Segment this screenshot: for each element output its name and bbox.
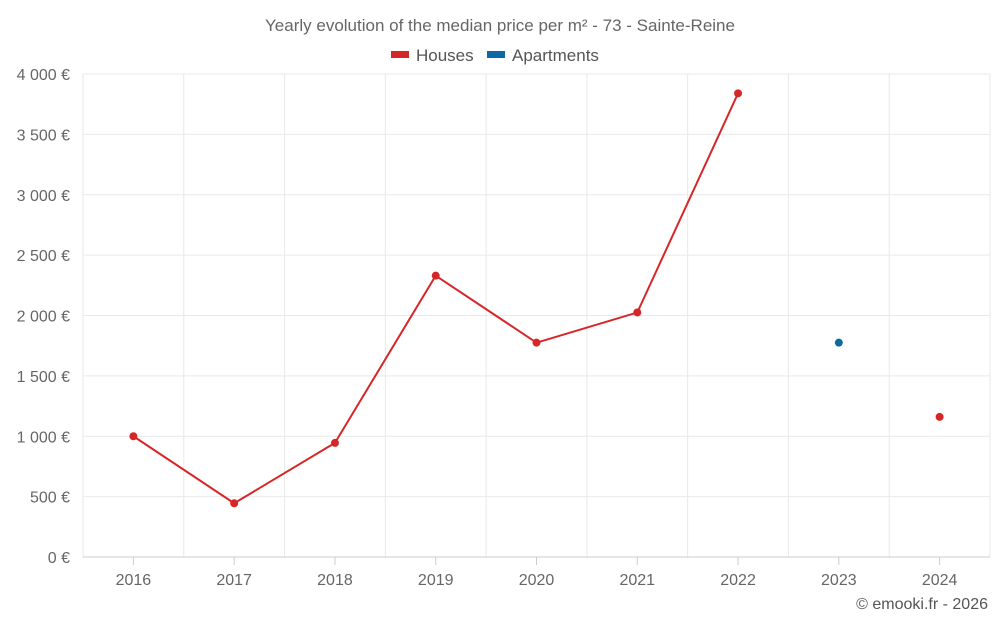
legend-swatch-houses (391, 51, 409, 58)
data-point-houses[interactable] (431, 271, 440, 280)
x-tick-label: 2023 (821, 572, 857, 589)
y-tick-label: 1 500 € (17, 369, 70, 386)
data-point-houses[interactable] (330, 438, 339, 447)
legend-swatch-apartments (487, 51, 505, 58)
y-tick-label: 2 500 € (17, 248, 70, 265)
legend-item-apartments[interactable]: Apartments (512, 46, 599, 65)
series-line-houses (132, 92, 739, 505)
y-tick-label: 4 000 € (17, 67, 70, 84)
x-tick-label: 2019 (418, 572, 454, 589)
y-tick-label: 1 000 € (17, 429, 70, 446)
y-tick-label: 2 000 € (17, 309, 70, 326)
data-point-houses[interactable] (633, 308, 642, 317)
data-point-houses[interactable] (935, 412, 944, 421)
x-tick-label: 2017 (216, 572, 252, 589)
x-tick-label: 2022 (720, 572, 756, 589)
x-axis: 2016 2017 2018 2019 2020 2021 2022 2023 2024 (83, 556, 990, 589)
chart-title: Yearly evolution of the median price per… (265, 16, 735, 35)
x-tick-label: 2020 (519, 572, 555, 589)
data-point-apartments[interactable] (834, 338, 843, 347)
x-tick-label: 2016 (116, 572, 152, 589)
legend-item-houses[interactable]: Houses (416, 46, 474, 65)
y-tick-label: 500 € (30, 490, 70, 507)
x-tick-label: 2021 (619, 572, 655, 589)
y-axis: 0 € 500 € 1 000 € 1 500 € 2 000 € 2 500 € 3 00… (17, 67, 70, 567)
y-tick-label: 3 000 € (17, 188, 70, 205)
credit-text: © emooki.fr - 2026 (856, 596, 988, 613)
y-tick-label: 3 500 € (17, 127, 70, 144)
legend: Houses Apartments (391, 46, 599, 65)
data-point-houses[interactable] (734, 89, 743, 98)
grid (82, 73, 991, 557)
y-tick-label: 0 € (48, 550, 70, 567)
x-tick-label: 2024 (922, 572, 958, 589)
x-tick-label: 2018 (317, 572, 353, 589)
data-point-houses[interactable] (532, 338, 541, 347)
data-point-houses[interactable] (129, 432, 138, 441)
data-point-houses[interactable] (230, 499, 239, 508)
series (129, 89, 944, 508)
